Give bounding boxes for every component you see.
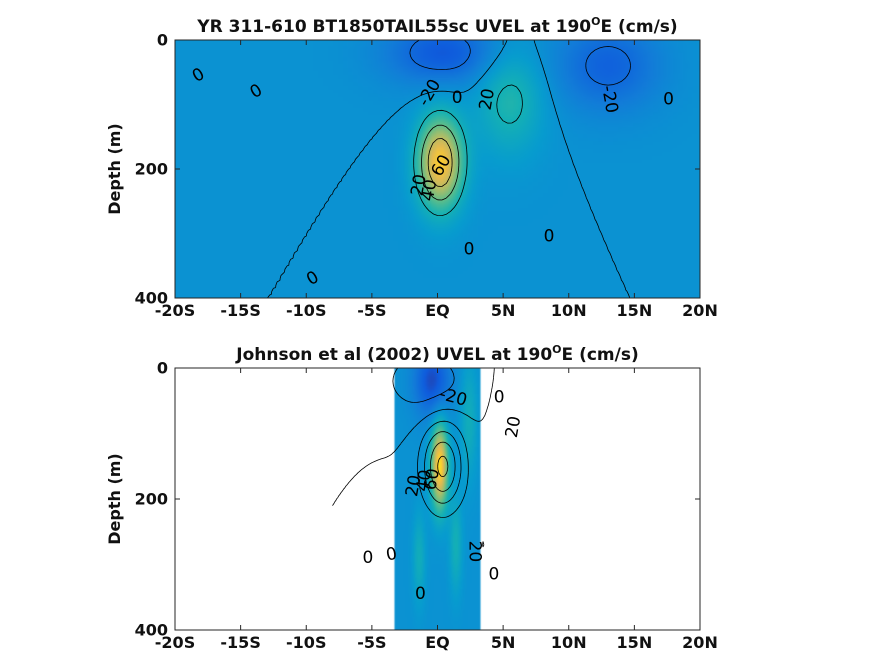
y-tick-label: 0 — [157, 31, 168, 50]
contour-label: 0 — [489, 564, 500, 584]
title-suffix: E (cm/s) — [562, 345, 639, 365]
title-superscript: O — [552, 343, 561, 356]
x-tick-label: 15N — [617, 633, 653, 652]
contour-label: 0 — [494, 387, 505, 407]
chart-title: YR 311-610 BT1850TAIL55sc UVEL at 190OE … — [196, 15, 677, 37]
contour-label: 20 — [476, 87, 499, 112]
x-tick-label: -5S — [357, 633, 386, 652]
contour-label: -20 — [597, 84, 622, 115]
y-axis-label: Depth (m) — [105, 123, 124, 215]
x-tick-label: -10S — [286, 633, 326, 652]
contour-label: 0 — [363, 548, 374, 568]
contour-label: 0 — [452, 88, 463, 108]
title-main: YR 311-610 BT1850TAIL55sc UVEL at 190 — [196, 17, 591, 37]
x-tick-label: EQ — [425, 301, 450, 320]
x-tick-label: -20S — [155, 301, 195, 320]
contour-label: 0 — [384, 544, 398, 566]
contour-80 — [437, 455, 449, 477]
title-superscript: O — [591, 15, 600, 28]
contour-20 — [413, 84, 523, 216]
contour-label: 20 — [407, 173, 430, 198]
velocity-field — [332, 368, 543, 630]
y-tick-label: 200 — [135, 160, 168, 179]
title-main: Johnson et al (2002) UVEL at 190 — [235, 345, 552, 365]
contour-60 — [427, 138, 453, 187]
x-tick-label: EQ — [425, 633, 450, 652]
contour-label: 0 — [464, 240, 475, 260]
contour--20 — [409, 39, 631, 86]
x-tick-label: 5N — [491, 633, 516, 652]
y-tick-label: 400 — [135, 621, 168, 640]
x-tick-label: -20S — [155, 633, 195, 652]
contour-40 — [421, 124, 460, 201]
x-tick-label: 10N — [551, 301, 587, 320]
x-tick-label: 5N — [491, 301, 516, 320]
contour-label: 40 — [413, 468, 436, 493]
y-axis-label: Depth (m) — [105, 453, 124, 545]
y-tick-label: 200 — [135, 490, 168, 509]
title-suffix: E (cm/s) — [600, 17, 677, 37]
contour-label: 0 — [415, 584, 426, 604]
contour-lines — [332, 367, 495, 548]
contour-lines — [267, 39, 631, 299]
contour--20 — [392, 367, 455, 403]
contour-label: 0 — [544, 227, 555, 247]
y-tick-label: 0 — [157, 359, 168, 378]
x-tick-label: 10N — [551, 633, 587, 652]
velocity-field — [175, 40, 700, 298]
chart-title: Johnson et al (2002) UVEL at 190OE (cm/s… — [235, 343, 638, 365]
contour-0 — [332, 367, 495, 506]
contour-60 — [430, 441, 456, 492]
contour-20 — [417, 420, 485, 548]
x-tick-label: 15N — [617, 301, 653, 320]
contour-label: 40 — [418, 178, 441, 203]
x-tick-label: -15S — [220, 301, 260, 320]
contour-label: 0 — [663, 89, 674, 109]
contour-0 — [267, 39, 631, 299]
x-tick-label: -15S — [220, 633, 260, 652]
y-tick-label: 400 — [135, 289, 168, 308]
x-tick-label: 20N — [682, 301, 718, 320]
contour-label: 20 — [402, 474, 425, 499]
contour-label: 20 — [502, 415, 525, 440]
x-tick-label: 20N — [682, 633, 718, 652]
x-tick-label: -5S — [357, 301, 386, 320]
contour-label: 20 — [464, 541, 484, 563]
contour-40 — [424, 431, 462, 504]
x-tick-label: -10S — [286, 301, 326, 320]
contour-label: 60 — [421, 467, 444, 492]
